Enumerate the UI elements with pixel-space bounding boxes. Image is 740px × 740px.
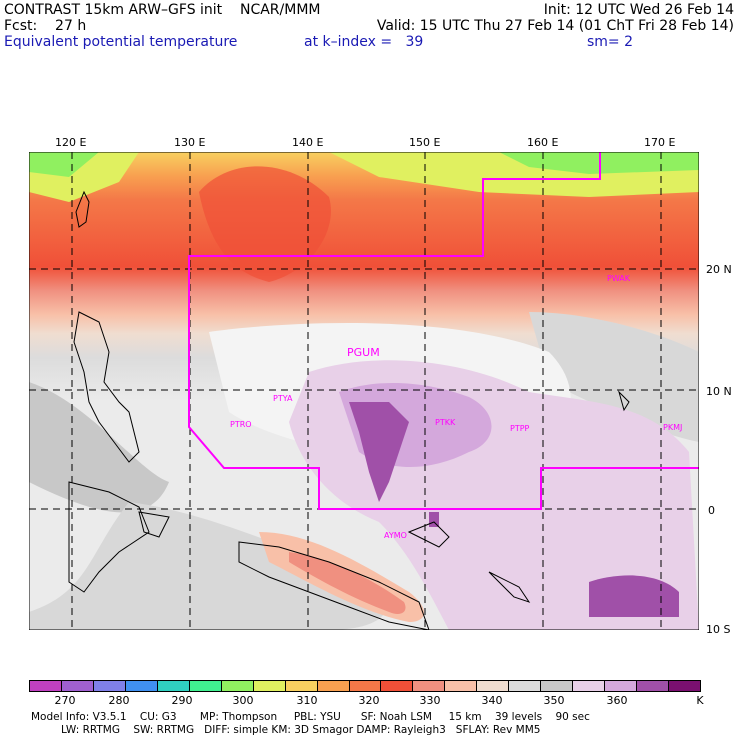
new-britain-coast [407, 521, 450, 548]
lon-label-150e: 150 E [409, 136, 441, 149]
gray-west [29, 382, 169, 513]
dark-purple-spot [429, 512, 439, 527]
colorbar-swatch [573, 681, 606, 691]
colorbar-label-340: 340 [481, 694, 503, 707]
colorbar-swatch [30, 681, 62, 691]
init-time: Init: 12 UTC Wed 26 Feb 14 [543, 2, 734, 18]
theta-e-map: PGUM PTYA PTRO PTKK PTPP PKMJ PWAK AYMO [29, 152, 699, 630]
station-ptpp: PTPP [510, 424, 530, 433]
warm-png-inner [289, 552, 406, 614]
colorbar-unit: K [696, 694, 704, 707]
colorbar-swatch [605, 681, 638, 691]
forecast-hour: Fcst: 27 h [4, 18, 87, 34]
colorbar-swatch [381, 681, 414, 691]
lat-label-10s: 10 S [706, 623, 731, 636]
station-pkmj: PKMJ [663, 423, 682, 432]
warm-tongue [199, 166, 331, 282]
colorbar-swatch [317, 681, 350, 691]
philippines-coast [73, 311, 140, 463]
colorbar-label-320: 320 [358, 694, 380, 707]
lat-label-20n: 20 N [706, 263, 732, 276]
gray-east [529, 312, 699, 442]
colorbar-label-290: 290 [171, 694, 193, 707]
colorbar-swatch [445, 681, 478, 691]
station-pgum: PGUM [347, 346, 380, 359]
marshalls-coast [618, 390, 630, 412]
lon-label-160e: 160 E [527, 136, 559, 149]
colorbar-swatch [125, 681, 158, 691]
field-name: Equivalent potential temperature [4, 34, 238, 50]
colorbar-swatch [285, 681, 318, 691]
region-boundary [188, 152, 699, 510]
lon-label-120e: 120 E [55, 136, 87, 149]
colorbar-swatch [637, 681, 670, 691]
valid-time: Valid: 15 UTC Thu 27 Feb 14 (01 ChT Fri … [376, 18, 734, 34]
smoothing: sm= 2 [587, 34, 634, 50]
colorbar-label-330: 330 [419, 694, 441, 707]
dark-purple-southeast [589, 575, 679, 617]
coastlines [68, 190, 630, 630]
new-guinea-coast [238, 541, 430, 630]
colorbar-swatch [253, 681, 286, 691]
graticule [29, 152, 699, 630]
station-pwak: PWAK [607, 274, 631, 283]
colorbar-swatch [93, 681, 126, 691]
dark-purple-cell [349, 402, 409, 502]
model-info-line1: Model Info: V3.5.1 CU: G3 MP: Thompson P… [31, 711, 590, 723]
gray-south [29, 502, 388, 630]
sulawesi-coast [138, 511, 170, 538]
colorbar-swatch [541, 681, 574, 691]
borneo-coast [68, 481, 150, 593]
cool-patch-west-core [29, 152, 99, 177]
lat-label-10n: 10 N [706, 385, 732, 398]
solomons-coast [488, 571, 531, 603]
colorbar-label-350: 350 [543, 694, 565, 707]
model-info-line2: LW: RRTMG SW: RRTMG DIFF: simple KM: 3D … [31, 724, 541, 736]
colorbar-label-360: 360 [606, 694, 628, 707]
colorbar-swatch [413, 681, 446, 691]
station-ptkk: PTKK [435, 418, 456, 427]
colorbar [29, 680, 701, 692]
colorbar-swatch [61, 681, 94, 691]
colorbar-swatch [157, 681, 190, 691]
station-ptro: PTRO [230, 420, 252, 429]
colorbar-label-280: 280 [108, 694, 130, 707]
level-index: at k–index = 39 [304, 34, 424, 50]
colorbar-swatch [349, 681, 382, 691]
station-ptya: PTYA [273, 394, 293, 403]
colorbar-swatch [221, 681, 254, 691]
model-title: CONTRAST 15km ARW–GFS init NCAR/MMM [4, 2, 321, 18]
lon-label-170e: 170 E [644, 136, 676, 149]
colorbar-swatch [189, 681, 222, 691]
colorbar-label-300: 300 [232, 694, 254, 707]
lon-label-140e: 140 E [292, 136, 324, 149]
lon-label-130e: 130 E [174, 136, 206, 149]
station-aymo: AYMO [384, 531, 407, 540]
colorbar-swatch [669, 681, 701, 691]
colorbar-label-270: 270 [54, 694, 76, 707]
colorbar-label-310: 310 [296, 694, 318, 707]
colorbar-swatch [477, 681, 510, 691]
colorbar-swatch [509, 681, 542, 691]
taiwan-coast [75, 190, 90, 228]
lat-label-0: 0 [708, 504, 715, 517]
